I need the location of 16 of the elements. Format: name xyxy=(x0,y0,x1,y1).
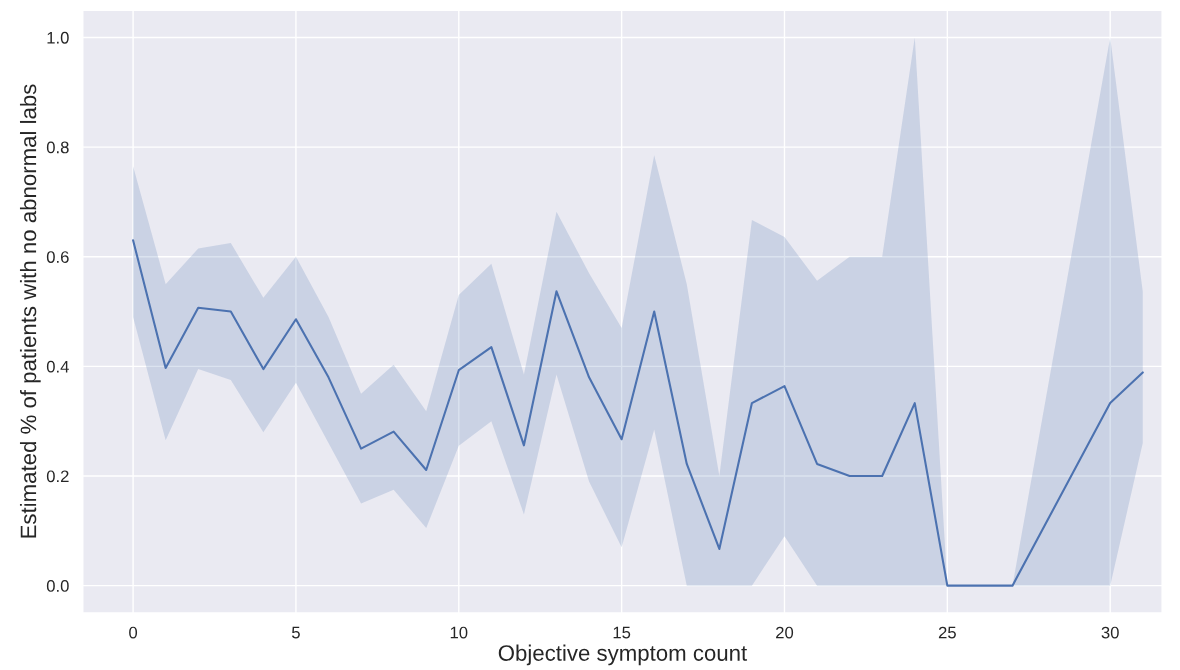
x-tick-label: 5 xyxy=(291,626,300,639)
y-tick-label: 0.2 xyxy=(46,470,69,483)
x-tick-label: 25 xyxy=(938,626,956,639)
x-tick-label: 10 xyxy=(450,626,468,639)
x-tick-label: 15 xyxy=(613,626,631,639)
y-axis-title: Estimated % of patients with no abnormal labs xyxy=(19,84,41,538)
y-tick-label: 0.0 xyxy=(46,580,69,592)
line-series xyxy=(132,239,1144,587)
y-tick-label: 0.6 xyxy=(46,251,69,263)
x-tick-label: 0 xyxy=(129,626,138,639)
y-tick-label: 0.8 xyxy=(46,141,69,154)
y-tick-label: 0.4 xyxy=(46,360,69,373)
y-tick-label: 1.0 xyxy=(47,31,69,44)
x-axis-title: Objective symptom count xyxy=(498,644,748,666)
x-tick-label: 30 xyxy=(1101,626,1119,639)
x-tick-label: 20 xyxy=(776,626,794,639)
